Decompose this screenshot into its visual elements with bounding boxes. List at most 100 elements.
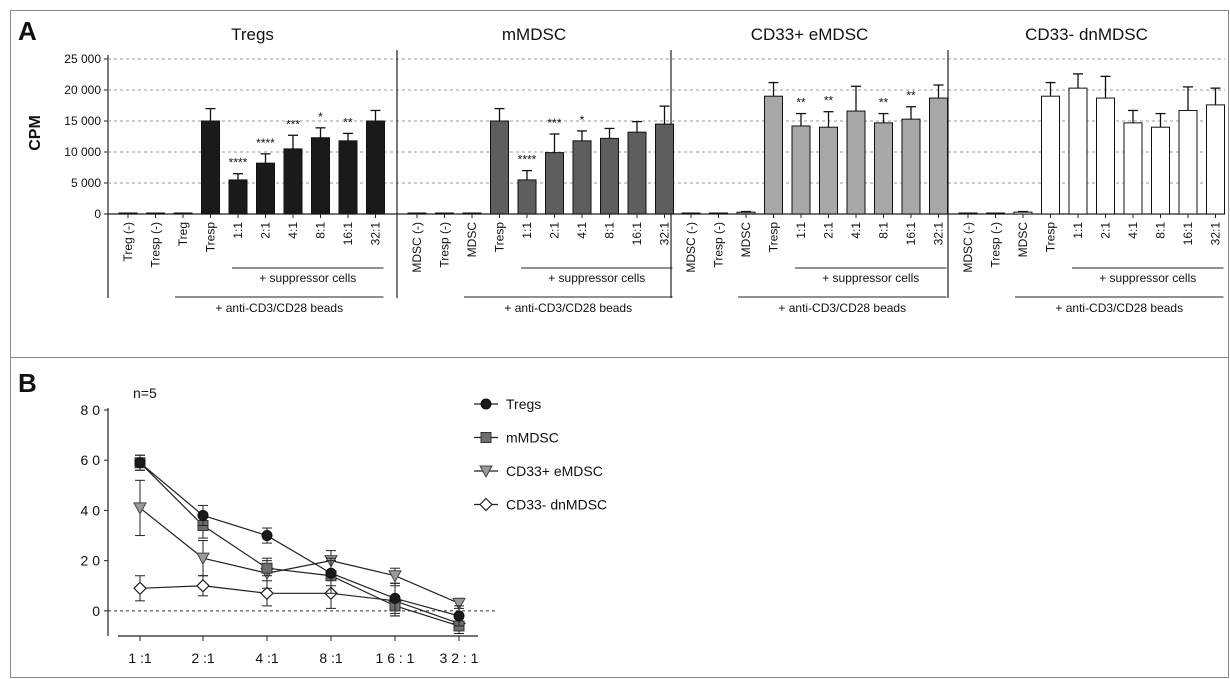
x-tick-label: MDSC (-): [961, 222, 975, 273]
legend-marker: [479, 465, 493, 479]
panel-a-label: A: [18, 16, 37, 46]
bar: [1041, 95, 1060, 215]
x-tick-label: 8 :1: [319, 650, 343, 666]
x-tick-label: 16:1: [904, 222, 918, 246]
x-tick-label: 2:1: [1099, 222, 1113, 239]
bar: [600, 137, 619, 215]
bar: [929, 97, 948, 215]
significance-label: ***: [286, 117, 300, 131]
bar-chart-area: 0 5 000 10 000 15 000 20 000 25 000 Tregs Treg …: [64, 25, 1225, 315]
y-tick-label: 10 000: [64, 145, 101, 159]
x-tick-label: Tresp (-): [989, 222, 1003, 268]
bar: [545, 152, 564, 215]
legend-label: CD33- dnMDSC: [506, 497, 607, 513]
x-tick-label: 32:1: [369, 222, 383, 246]
x-tick-label: 3 2 : 1: [440, 650, 479, 666]
bar: [1096, 97, 1115, 215]
x-tick-label: 8:1: [877, 222, 891, 239]
y-tick-label: 4 0: [81, 502, 101, 518]
data-point: [196, 578, 210, 593]
x-tick-label: Tresp (-): [149, 222, 163, 268]
significance-label: *: [318, 110, 323, 124]
legend-label: mMDSC: [506, 430, 559, 446]
bar: [338, 140, 358, 215]
bar: [819, 126, 838, 215]
bar: [228, 179, 248, 215]
legend-label: Tregs: [506, 396, 541, 412]
x-tick-label: 32:1: [1209, 222, 1223, 246]
x-tick-label: 1 6 : 1: [376, 650, 415, 666]
y-tick-label: 6 0: [81, 452, 101, 468]
bar: [118, 212, 138, 215]
significance-label: **: [796, 96, 806, 110]
bar: [407, 212, 427, 215]
data-point: [197, 509, 209, 521]
bar: [1123, 122, 1143, 215]
x-tick-label: 1:1: [520, 222, 534, 239]
significance-label: ****: [256, 136, 275, 150]
bar: [1013, 211, 1033, 215]
x-tick-label: 1 :1: [128, 650, 152, 666]
significance-label: ****: [518, 153, 537, 167]
panel-title: CD33- dnMDSC: [1025, 25, 1148, 44]
bar: [736, 211, 756, 215]
x-tick-label: Tresp (-): [712, 222, 726, 268]
y-tick-label: 20 000: [64, 83, 101, 97]
y-tick-label: 0: [94, 207, 101, 221]
bar: [655, 123, 674, 215]
significance-label: *: [580, 113, 585, 127]
x-tick-label: 32:1: [658, 222, 672, 246]
bar: [146, 212, 165, 215]
legend-marker: [479, 497, 493, 512]
legend-label: CD33+ eMDSC: [506, 463, 603, 479]
y-tick-label: 25 000: [64, 52, 101, 66]
bar: [173, 212, 193, 215]
data-point: [388, 570, 402, 583]
panel-b-label: B: [18, 368, 37, 398]
x-tick-label: MDSC: [739, 222, 753, 258]
data-point: [196, 552, 210, 566]
x-tick-label: Tresp: [493, 222, 507, 253]
legend-marker: [480, 432, 492, 443]
y-tick-label: 0: [92, 603, 100, 619]
significance-label: ****: [229, 156, 248, 170]
bar: [986, 212, 1005, 215]
bar: [283, 148, 303, 215]
data-point: [389, 592, 401, 604]
bar: [846, 110, 866, 215]
panel-b-frame: [10, 357, 1229, 678]
bracket-beads-label: + anti-CD3/CD28 beads: [215, 301, 343, 315]
bracket-suppressor-label: + suppressor cells: [548, 271, 645, 285]
bar: [958, 212, 978, 215]
bar: [901, 118, 921, 215]
data-point: [261, 530, 273, 542]
x-tick-label: Treg (-): [121, 222, 135, 262]
x-tick-label: Tresp (-): [438, 222, 452, 268]
x-tick-label: Tresp: [767, 222, 781, 253]
bar: [1151, 126, 1170, 215]
x-tick-label: 4:1: [286, 222, 300, 239]
x-tick-label: 2:1: [822, 222, 836, 239]
data-point: [261, 562, 273, 574]
x-tick-label: MDSC: [465, 222, 479, 258]
y-tick-label: 8 0: [81, 402, 101, 418]
bar: [1178, 109, 1198, 215]
x-tick-label: 16:1: [1181, 222, 1195, 246]
x-tick-label: 4 :1: [255, 650, 279, 666]
data-point: [134, 457, 146, 469]
x-tick-label: 8:1: [314, 222, 328, 239]
bar: [791, 125, 811, 215]
bar: [764, 95, 783, 215]
bar: [366, 120, 385, 215]
significance-label: **: [906, 89, 916, 103]
series-line: [139, 507, 460, 604]
series-line: [139, 462, 460, 617]
bracket-beads-label: + anti-CD3/CD28 beads: [504, 301, 632, 315]
series-line: [139, 585, 460, 625]
x-tick-label: MDSC (-): [410, 222, 424, 273]
panel-title: mMDSC: [502, 25, 566, 44]
x-tick-label: 4:1: [575, 222, 589, 239]
x-tick-label: Treg: [176, 222, 190, 246]
bar: [874, 122, 893, 215]
